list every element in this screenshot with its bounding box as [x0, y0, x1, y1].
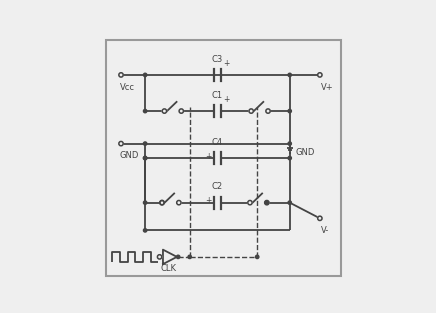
Circle shape: [143, 229, 147, 232]
Text: C3: C3: [212, 54, 223, 64]
Circle shape: [143, 142, 147, 145]
Text: +: +: [205, 196, 212, 205]
Circle shape: [143, 109, 147, 113]
Text: GND: GND: [296, 148, 315, 157]
Circle shape: [188, 255, 191, 259]
Circle shape: [318, 216, 322, 220]
Text: Vcc: Vcc: [120, 83, 135, 92]
Circle shape: [318, 73, 322, 77]
Circle shape: [265, 201, 269, 205]
Text: GND: GND: [120, 151, 139, 160]
Text: V-: V-: [321, 226, 329, 235]
Text: +: +: [223, 95, 229, 104]
Text: +: +: [223, 59, 229, 68]
Circle shape: [119, 73, 123, 77]
Circle shape: [143, 156, 147, 160]
FancyBboxPatch shape: [106, 40, 341, 276]
Circle shape: [288, 201, 291, 204]
Text: C4: C4: [212, 138, 223, 147]
Circle shape: [160, 201, 164, 205]
Circle shape: [160, 201, 164, 205]
Text: C2: C2: [212, 182, 223, 191]
Text: V+: V+: [321, 83, 334, 92]
Circle shape: [255, 255, 259, 259]
Text: +: +: [205, 152, 212, 161]
Circle shape: [288, 109, 291, 113]
Circle shape: [249, 109, 253, 113]
Circle shape: [248, 201, 252, 205]
Circle shape: [288, 156, 291, 160]
Circle shape: [288, 73, 291, 77]
Circle shape: [179, 109, 184, 113]
Circle shape: [157, 255, 162, 259]
Circle shape: [143, 201, 147, 204]
Circle shape: [143, 156, 147, 160]
Text: CLK: CLK: [160, 264, 176, 273]
Circle shape: [119, 141, 123, 146]
Circle shape: [162, 109, 167, 113]
Circle shape: [177, 255, 180, 259]
Circle shape: [143, 73, 147, 77]
Circle shape: [288, 142, 291, 145]
Text: C1: C1: [212, 91, 223, 100]
Circle shape: [265, 201, 269, 204]
Circle shape: [266, 109, 270, 113]
Circle shape: [177, 201, 181, 205]
